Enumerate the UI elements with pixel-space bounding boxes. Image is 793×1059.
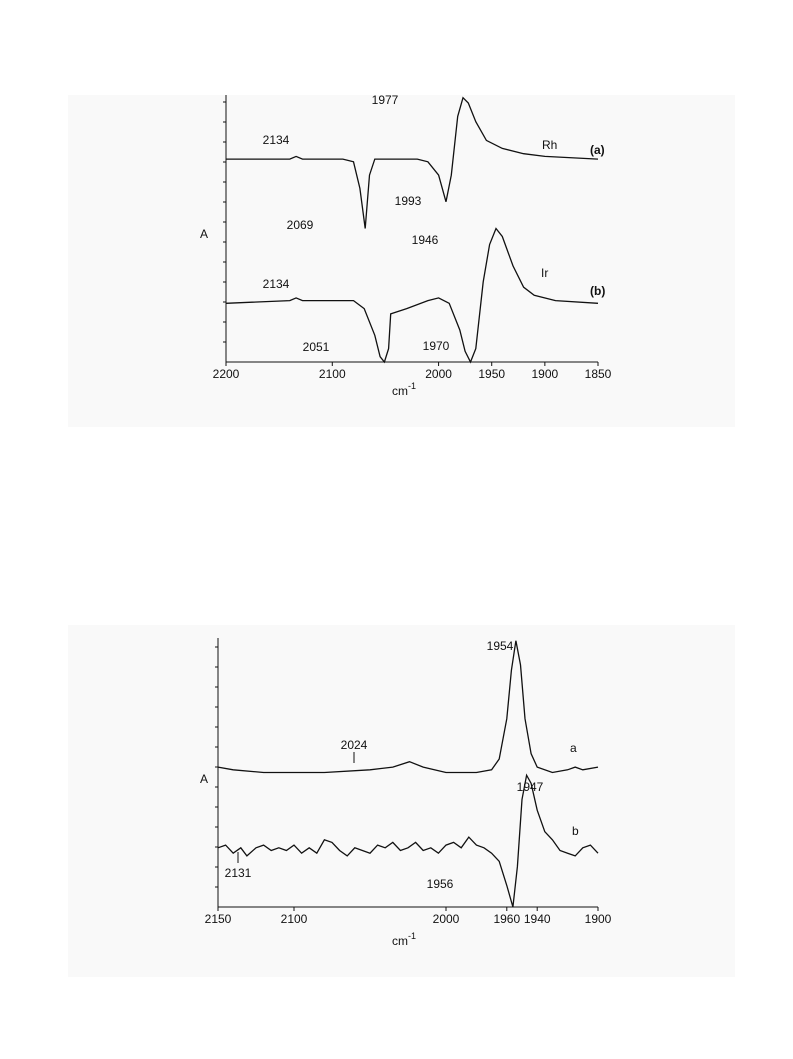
x-axis-label: cm-1 [392,381,416,398]
spectrum-line [225,227,599,364]
series-tag: (b) [590,284,605,298]
spectrum-line [217,773,599,908]
series-label: a [570,741,577,755]
x-tick-label: 2100 [319,367,346,381]
x-tick-label: 1900 [532,367,559,381]
x-axis-unit: cm [392,934,408,948]
series-label: Rh [542,138,557,152]
x-axis-label: cm-1 [392,931,416,948]
x-axis-unit: cm [392,384,408,398]
y-axis-label: A [200,227,208,241]
spectrum-line [217,640,599,774]
peak-annotation: 2134 [263,133,290,147]
x-axis-unit-exponent: -1 [408,931,416,941]
series-tag: (a) [590,143,605,157]
peak-annotation: 1993 [395,194,422,208]
x-tick-label: 1900 [585,912,612,926]
peak-annotation: 1977 [372,93,399,107]
spectrum-line [226,96,599,229]
peak-annotation: 1947 [517,780,544,794]
peak-annotation: 1954 [487,639,514,653]
peak-annotation: 2069 [287,218,314,232]
x-tick-label: 2000 [425,367,452,381]
figure-panel [68,95,735,427]
peak-annotation: 2024 [341,738,368,752]
peak-annotation: 2131 [225,866,252,880]
series-label: b [572,824,579,838]
peak-annotation: 1970 [423,339,450,353]
x-tick-label: 2150 [205,912,232,926]
figure-panel [68,625,735,977]
x-axis-unit-exponent: -1 [408,381,416,391]
x-tick-label: 2100 [281,912,308,926]
peak-annotation: 1956 [427,877,454,891]
x-tick-label: 2000 [433,912,460,926]
series-label: Ir [541,266,548,280]
x-tick-label: 2200 [213,367,240,381]
x-tick-label: 1850 [585,367,612,381]
peak-annotation: 2134 [263,277,290,291]
peak-annotation: 1946 [412,233,439,247]
y-axis-label: A [200,772,208,786]
peak-annotation: 2051 [303,340,330,354]
x-tick-label: 1960 [493,912,520,926]
x-tick-label: 1940 [524,912,551,926]
x-tick-label: 1950 [478,367,505,381]
